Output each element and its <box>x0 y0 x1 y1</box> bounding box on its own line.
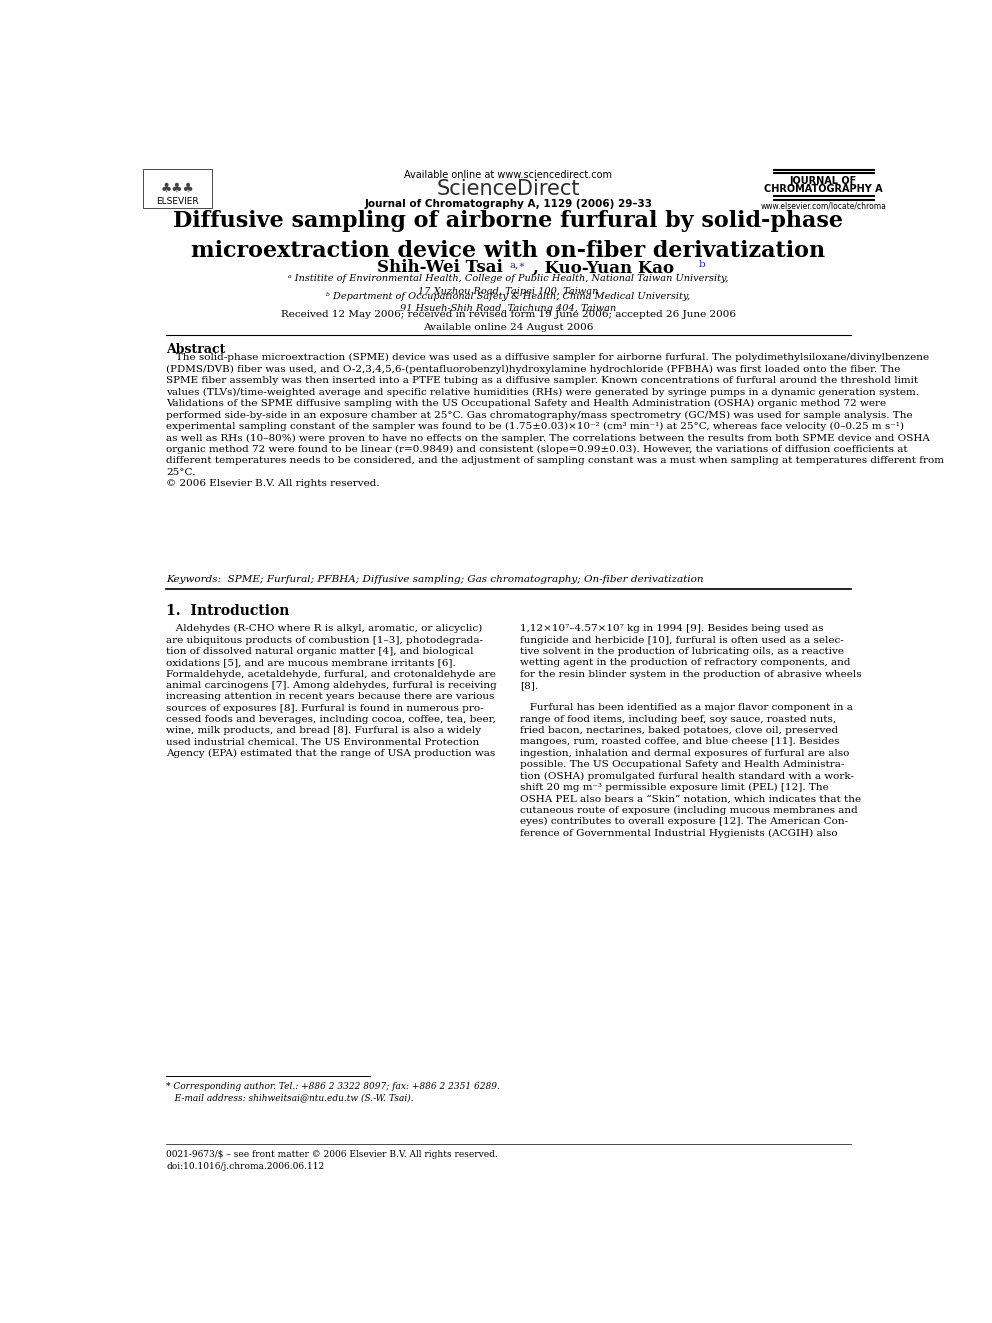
Text: b: b <box>699 261 706 269</box>
Text: a,∗: a,∗ <box>510 261 527 269</box>
Text: Aldehydes (R-CHO where R is alkyl, aromatic, or alicyclic)
are ubiquitous produc: Aldehydes (R-CHO where R is alkyl, aroma… <box>167 624 497 758</box>
Text: ♣♣♣: ♣♣♣ <box>161 181 194 194</box>
Text: Journal of Chromatography A, 1129 (2006) 29–33: Journal of Chromatography A, 1129 (2006)… <box>364 198 653 209</box>
Text: www.elsevier.com/locate/chroma: www.elsevier.com/locate/chroma <box>761 201 887 210</box>
Text: JOURNAL OF: JOURNAL OF <box>790 176 857 187</box>
Text: Shih-Wei Tsai: Shih-Wei Tsai <box>377 259 509 277</box>
Text: CHROMATOGRAPHY A: CHROMATOGRAPHY A <box>764 184 883 194</box>
Text: * Corresponding author. Tel.: +886 2 3322 8097; fax: +886 2 2351 6289.
   E-mail: * Corresponding author. Tel.: +886 2 332… <box>167 1082 500 1102</box>
Text: Abstract: Abstract <box>167 343 225 356</box>
Text: ELSEVIER: ELSEVIER <box>157 197 199 205</box>
Text: Received 12 May 2006; received in revised form 19 June 2006; accepted 26 June 20: Received 12 May 2006; received in revise… <box>281 310 736 332</box>
Text: Available online at www.sciencedirect.com: Available online at www.sciencedirect.co… <box>405 171 612 180</box>
Text: The solid-phase microextraction (SPME) device was used as a diffusive sampler fo: The solid-phase microextraction (SPME) d… <box>167 353 944 488</box>
Text: 1.  Introduction: 1. Introduction <box>167 603 290 618</box>
Text: , Kuo-Yuan Kao: , Kuo-Yuan Kao <box>533 259 680 277</box>
Text: Diffusive sampling of airborne furfural by solid-phase
microextraction device wi: Diffusive sampling of airborne furfural … <box>174 210 843 262</box>
Text: 1,12×10⁷–4.57×10⁷ kg in 1994 [9]. Besides being used as
fungicide and herbicide : 1,12×10⁷–4.57×10⁷ kg in 1994 [9]. Beside… <box>520 624 862 837</box>
Text: ᵃ Institite of Environmental Health, College of Public Health, National Taiwan U: ᵃ Institite of Environmental Health, Col… <box>289 274 728 296</box>
Text: ScienceDirect: ScienceDirect <box>436 180 580 200</box>
Text: Keywords:  SPME; Furfural; PFBHA; Diffusive sampling; Gas chromatography; On-fib: Keywords: SPME; Furfural; PFBHA; Diffusi… <box>167 576 703 585</box>
Text: ᵇ Department of Occupational Safety & Health, China Medical University,
91 Hsueh: ᵇ Department of Occupational Safety & He… <box>326 291 690 314</box>
Text: 0021-9673/$ – see front matter © 2006 Elsevier B.V. All rights reserved.
doi:10.: 0021-9673/$ – see front matter © 2006 El… <box>167 1150 498 1171</box>
